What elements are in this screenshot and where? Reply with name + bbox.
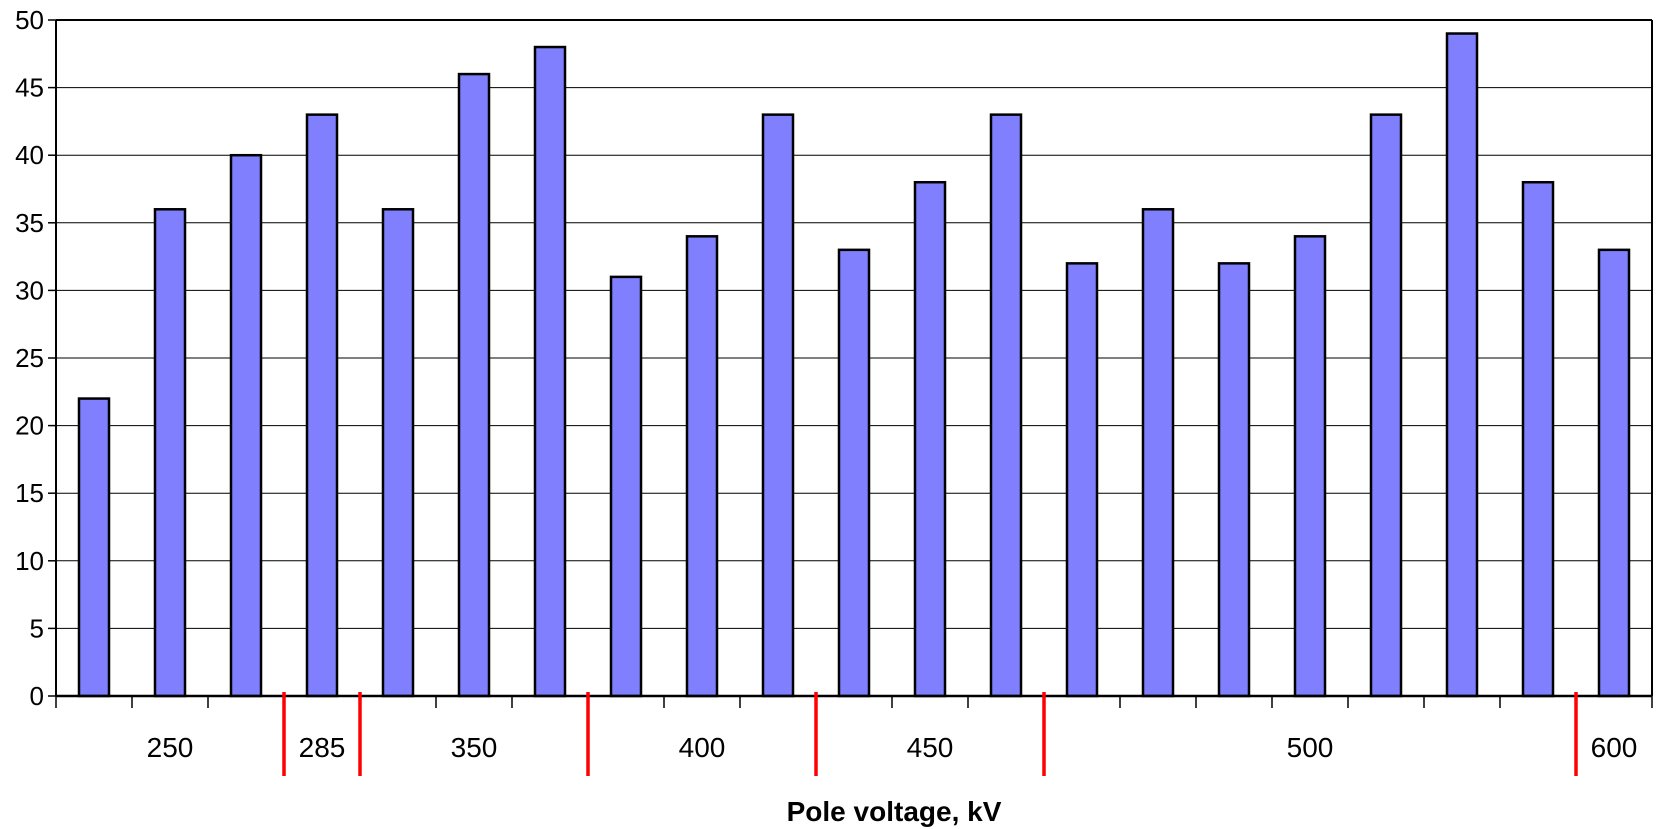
group-label-285: 285	[299, 732, 346, 763]
y-tick-label-45: 45	[15, 73, 44, 103]
y-tick-label-30: 30	[15, 275, 44, 305]
bar-16	[1217, 262, 1251, 698]
y-tick-label-25: 25	[15, 343, 44, 373]
group-label-250: 250	[147, 732, 194, 763]
x-axis-ticks	[55, 696, 1653, 708]
bar-17	[1293, 235, 1327, 698]
bar-8	[609, 275, 643, 698]
y-tick-label-0: 0	[30, 681, 44, 711]
y-tick-label-10: 10	[15, 546, 44, 576]
group-labels: 250 285 350 400 450 500 600	[147, 732, 1638, 763]
bar-19	[1445, 32, 1479, 698]
bar-11	[837, 248, 871, 698]
y-tick-label-5: 5	[30, 613, 44, 643]
bar-15	[1141, 208, 1175, 698]
bar-14	[1065, 262, 1099, 698]
bar-20	[1521, 180, 1555, 698]
y-tick-label-20: 20	[15, 411, 44, 441]
group-separators	[282, 692, 1578, 776]
y-tick-label-35: 35	[15, 208, 44, 238]
bar-6	[457, 72, 491, 698]
bar-5	[381, 208, 415, 698]
bar-10	[761, 113, 795, 698]
bar-18	[1369, 113, 1403, 698]
group-label-600: 600	[1591, 732, 1638, 763]
bar-9	[685, 235, 719, 698]
y-tick-label-15: 15	[15, 478, 44, 508]
group-label-500: 500	[1287, 732, 1334, 763]
bar-2	[153, 208, 187, 698]
y-tick-label-50: 50	[15, 5, 44, 35]
bar-1	[77, 397, 111, 698]
bar-4	[305, 113, 339, 698]
bar-21	[1597, 248, 1631, 698]
y-axis-tick-labels: 0 5 10 15 20 25 30 35 40 45 50	[15, 5, 56, 711]
bars	[77, 32, 1631, 698]
bar-13	[989, 113, 1023, 698]
group-label-450: 450	[907, 732, 954, 763]
bar-3	[229, 153, 263, 698]
x-axis-label: Pole voltage, kV	[787, 796, 1002, 827]
y-tick-label-40: 40	[15, 140, 44, 170]
group-label-350: 350	[451, 732, 498, 763]
bar-12	[913, 180, 947, 698]
bar-7	[533, 45, 567, 698]
group-label-400: 400	[679, 732, 726, 763]
